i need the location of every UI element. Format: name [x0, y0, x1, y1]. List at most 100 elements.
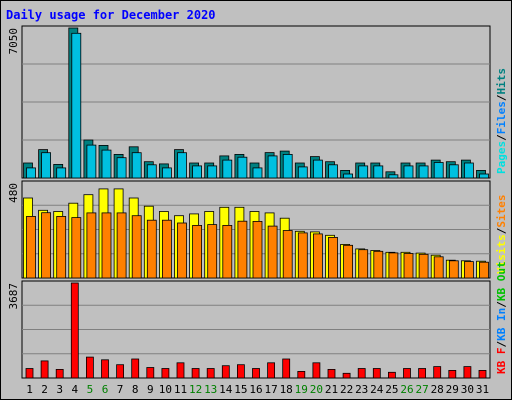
bar-files — [418, 165, 429, 179]
bar-files — [161, 167, 172, 179]
bar-sites — [222, 224, 233, 279]
x-tick-label: 25 — [385, 383, 398, 396]
bar-files — [448, 164, 459, 179]
x-tick-label: 5 — [87, 383, 94, 396]
bar-sites — [26, 215, 36, 279]
legend-item: Sites — [495, 195, 508, 228]
x-tick-label: 28 — [431, 383, 444, 396]
x-tick-label: 14 — [219, 383, 233, 396]
bar-kb-f — [478, 369, 487, 379]
bar-files — [388, 174, 399, 179]
bar-kb-f — [55, 368, 64, 379]
bar-kb-f — [40, 360, 49, 379]
bar-kb-f — [131, 358, 140, 379]
legend-item: KB In — [495, 308, 508, 341]
bar-sites — [131, 215, 142, 279]
bar-sites — [297, 232, 308, 279]
x-tick-label: 30 — [461, 383, 474, 396]
bar-files — [403, 165, 414, 179]
bar-sites — [463, 261, 474, 279]
x-tick-label: 6 — [102, 383, 109, 396]
bar-kb-f — [312, 362, 321, 379]
bar-files — [116, 157, 127, 179]
bar-files — [297, 166, 308, 179]
bar-kb-f — [387, 371, 396, 379]
chart-title: Daily usage for December 2020 — [6, 8, 216, 22]
bar-files — [267, 155, 278, 179]
x-tick-label: 12 — [189, 383, 202, 396]
bar-kb-f — [327, 368, 336, 379]
bar-kb-f — [267, 362, 276, 379]
bar-kb-f — [342, 372, 351, 379]
x-tick-label: 2 — [41, 383, 48, 396]
x-tick-label: 26 — [400, 383, 413, 396]
bar-kb-f — [433, 366, 442, 379]
bar-kb-f — [448, 369, 457, 379]
bar-sites — [71, 217, 82, 279]
bar-sites — [358, 249, 369, 279]
bar-files — [252, 167, 263, 179]
bar-sites — [177, 222, 187, 279]
bar-files — [192, 165, 203, 179]
bar-files — [131, 152, 142, 179]
legend-item: Hits — [495, 68, 508, 95]
bar-sites — [237, 220, 248, 279]
bar-sites — [448, 260, 459, 279]
bar-sites — [403, 253, 414, 279]
legend-separator: / — [495, 341, 508, 348]
bar-sites — [192, 224, 203, 279]
bar-files — [433, 162, 444, 179]
x-tick-label: 19 — [295, 383, 308, 396]
bar-sites — [343, 244, 354, 279]
x-tick-label: 15 — [234, 383, 247, 396]
bar-kb-f — [372, 368, 381, 379]
x-tick-label: 22 — [340, 383, 353, 396]
bar-sites — [207, 224, 218, 279]
x-tick-label: 24 — [370, 383, 384, 396]
bar-kb-f — [252, 368, 260, 379]
bar-kb-f — [403, 368, 411, 379]
x-tick-label: 4 — [71, 383, 78, 396]
bar-sites — [101, 212, 112, 279]
bar-kb-f — [176, 362, 185, 379]
bar-kb-f — [116, 364, 124, 379]
x-tick-label: 23 — [355, 383, 368, 396]
x-tick-label: 16 — [249, 383, 262, 396]
bar-kb-f — [282, 358, 291, 379]
legend: KB F/KB In/KB Out — [495, 261, 508, 374]
x-tick-label: 13 — [204, 383, 217, 396]
bar-kb-f — [221, 365, 230, 379]
x-tick-label: 3 — [56, 383, 63, 396]
bar-files — [56, 167, 67, 179]
legend: Visits/Sites — [495, 195, 508, 275]
bar-files — [101, 149, 112, 179]
bar-files — [71, 32, 82, 179]
bar-sites — [479, 261, 489, 279]
bar-files — [177, 152, 187, 179]
x-tick-label: 31 — [476, 383, 489, 396]
legend-separator: / — [495, 301, 508, 308]
bar-files — [282, 153, 293, 179]
bar-sites — [418, 253, 429, 279]
bar-files — [328, 164, 338, 179]
bar-sites — [41, 212, 51, 279]
bar-kb-f — [206, 368, 215, 379]
x-tick-label: 27 — [415, 383, 428, 396]
bar-kb-f — [70, 282, 79, 379]
bar-kb-f — [161, 368, 170, 379]
bar-files — [237, 156, 248, 179]
bar-files — [222, 159, 233, 179]
x-tick-label: 8 — [132, 383, 139, 396]
bar-kb-f — [146, 367, 155, 379]
bar-kb-f — [463, 366, 472, 379]
y-max-label: 7050 — [7, 28, 20, 55]
bar-files — [373, 165, 384, 179]
bar-sites — [56, 215, 67, 279]
bar-sites — [267, 225, 278, 279]
bar-files — [343, 173, 354, 179]
legend-item: KB F — [495, 348, 508, 375]
bar-files — [207, 165, 218, 179]
bar-sites — [252, 220, 263, 279]
